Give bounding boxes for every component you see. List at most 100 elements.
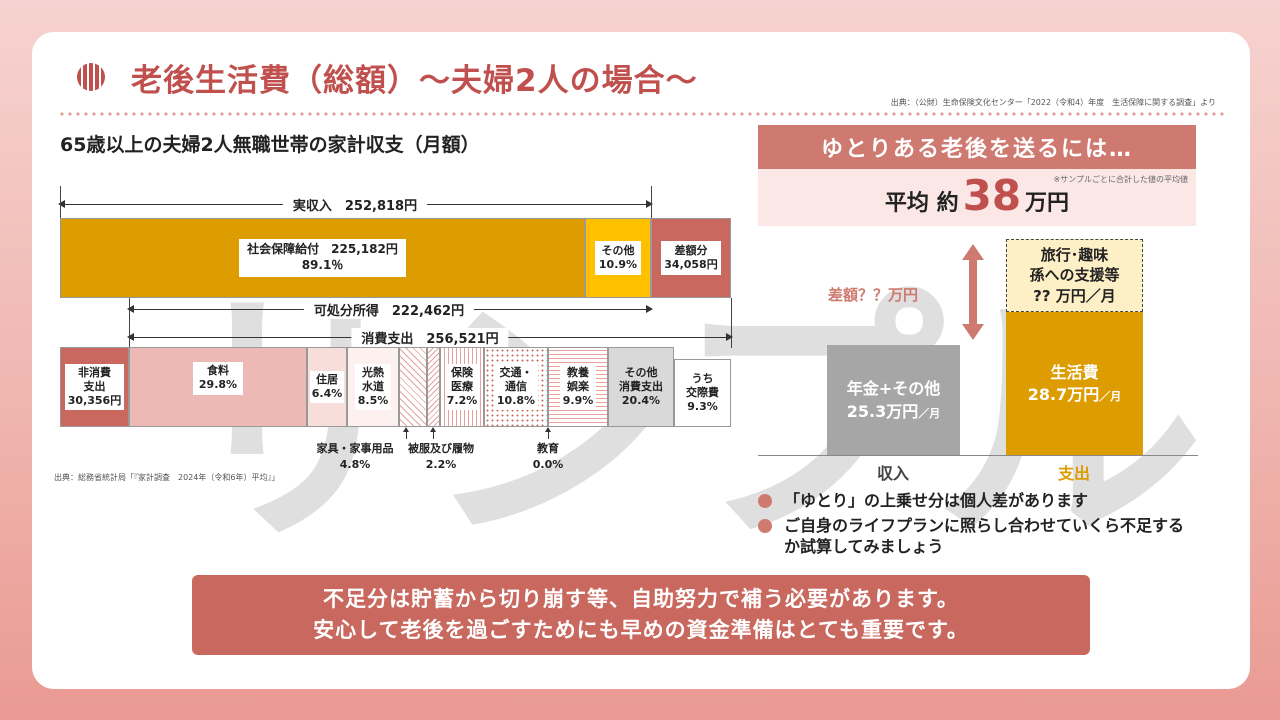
yutori-note: ※サンプルごとに合計した値の平均値 [1053,175,1188,184]
deficit-label: 差額分 34,058円 [661,240,721,276]
non-consumption-label: 非消費 支出 30,356円 [64,363,125,411]
transport-value: 10.8% [496,394,536,408]
travel-line3: ?? 万円／月 [1033,286,1116,305]
education-below-name: 教育 [536,442,559,455]
actual-income-label: 実収入 252,818円 [282,195,428,214]
clothing-cell [427,347,440,427]
non-consumption-cell: 非消費 支出 30,356円 [60,347,129,427]
utilities-value: 8.5% [357,394,389,408]
income-axis-label: 収入 [876,464,910,483]
yutori-prefix: 平均 約 [884,191,959,216]
gap-label: 差額？？万円 [828,286,919,304]
social-expense-value: 9.3% [687,400,718,414]
travel-line1: 旅行･趣味 [1040,246,1109,265]
leisure-label: 教養 娯楽 9.9% [559,363,597,411]
medical-name: 保険 医療 [450,365,473,393]
double-arrow-icon [962,244,984,340]
housing-value: 6.4% [311,387,343,400]
education-below-pct: 0.0% [532,457,564,471]
yutori-value: 平均 約38 万円 [758,171,1196,220]
title-row: 老後生活費（総額）～夫婦2人の場合～ [77,52,698,102]
travel-box: 旅行･趣味 孫への支援等 ?? 万円／月 [1006,239,1143,312]
housing-label: 住居 6.4% [309,370,345,404]
conclusion-banner: 不足分は貯蓄から切り崩す等、自助努力で補う必要があります。 安心して老後を過ごす… [192,575,1090,655]
furniture-cell [399,347,427,427]
clothing-below-name: 被服及び履物 [408,442,474,455]
chart-subtitle: 65歳以上の夫婦2人無職世帯の家計収支（月額） [60,134,480,156]
bullet-list: 「ゆとり」の上乗せ分は個人差があります ご自身のライフプランに照らし合わせていく… [758,490,1198,561]
bullet-text: ご自身のライフプランに照らし合わせていくら不足するか試算してみましょう [784,515,1185,557]
income-line1: 年金+その他 [846,379,941,399]
bullet-item: 「ゆとり」の上乗せ分は個人差があります [758,490,1198,512]
other-consumption-value: 20.4% [621,394,661,408]
utilities-cell: 光熱 水道 8.5% [347,347,399,427]
income-bar: 年金+その他 25.3万円／月 [827,345,960,456]
social-security-pct: 89.1％ [301,258,344,272]
food-value: 29.8% [198,378,238,392]
utilities-label: 光熱 水道 8.5% [354,363,392,411]
banner-line1: 不足分は貯蓄から切り崩す等、自助努力で補う必要があります。 [323,586,959,611]
utilities-name: 光熱 水道 [361,365,384,393]
bullet-dot-icon [758,518,772,533]
transport-name: 交通・ 通信 [499,365,533,393]
expense-line2: 28.7万円 [1027,385,1100,404]
non-consumption-name: 非消費 支出 [77,365,111,393]
clothing-below-label: 被服及び履物 2.2% [408,441,474,473]
furniture-below-name: 家具・家事用品 [316,442,394,455]
page-title: 老後生活費（総額）～夫婦2人の場合～ [131,62,698,99]
bullet-dot-icon [758,494,772,508]
bullet-text: 「ゆとり」の上乗せ分は個人差があります [784,491,1089,510]
expense-unit: ／月 [1099,390,1122,403]
consumption-guide [731,298,732,348]
bullet-item: ご自身のライフプランに照らし合わせていくら不足するか試算してみましょう [758,515,1198,558]
housing-cell: 住居 6.4% [307,347,347,427]
transport-cell: 交通・ 通信 10.8% [484,347,548,427]
non-consumption-value: 30,356円 [67,394,122,408]
medical-label: 保険 医療 7.2% [444,363,480,411]
banner-line2: 安心して老後を過ごすためにも早めの資金準備はとても重要です。 [313,618,969,642]
deficit-bar: 差額分 34,058円 [651,218,731,298]
other-consumption-name: その他 消費支出 [619,365,663,393]
clothing-below-pct: 2.2% [425,457,457,471]
food-cell: 食料 29.8% [129,347,307,427]
other-income-name: その他 [601,243,635,257]
consumption-label: 消費支出 256,521円 [351,328,509,347]
income-unit: ／月 [918,406,941,420]
social-expense-name: うち 交際費 [686,371,719,399]
housing-name: 住居 [315,372,338,386]
medical-value: 7.2% [446,394,478,408]
education-below-label: 教育 0.0% [533,441,564,473]
yutori-body: ※サンプルごとに合計した値の平均値 平均 約38 万円 [758,169,1196,226]
slide-card: 老後生活費（総額）～夫婦2人の場合～ 出典：（公財）生命保険文化センター「202… [32,32,1250,689]
dotted-divider [58,112,1224,116]
leisure-cell: 教養 娯楽 9.9% [548,347,608,427]
social-security-bar: 社会保障給付 225,182円 89.1％ [60,218,585,298]
disposable-guide [129,298,130,348]
leisure-value: 9.9% [562,394,594,408]
furniture-pointer [403,427,409,439]
clothing-pointer [430,427,436,439]
yutori-heading: ゆとりある老後を送るには… [758,125,1196,169]
other-income-label: その他 10.9% [594,240,642,276]
deficit-name: 差額分 [674,243,708,257]
expense-bar: 生活費 28.7万円／月 [1006,312,1143,456]
medical-cell: 保険 医療 7.2% [440,347,484,427]
deficit-value: 34,058円 [664,258,718,271]
yutori-number: 38 [962,171,1022,220]
social-security-label: 社会保障給付 225,182円 89.1％ [239,239,406,277]
food-label: 食料 29.8% [192,362,244,395]
social-expense-label: うち 交際費 9.3% [686,372,719,415]
leisure-name: 教養 娯楽 [566,365,589,393]
other-consumption-cell: その他 消費支出 20.4% [608,347,674,427]
transport-label: 交通・ 通信 10.8% [493,363,539,411]
social-expense-cell: うち 交際費 9.3% [674,359,731,427]
food-name: 食料 [206,364,229,377]
education-pointer [545,427,551,439]
yutori-unit: 万円 [1025,191,1070,216]
other-income-pct: 10.9% [598,258,638,271]
social-security-amount: 社会保障給付 225,182円 [247,242,398,257]
expense-line1: 生活費 [1050,362,1099,382]
furniture-below-label: 家具・家事用品 4.8% [317,441,394,473]
source-top: 出典：（公財）生命保険文化センター「2022（令和4）年度 生活保障に関する調査… [890,98,1216,107]
travel-line2: 孫への支援等 [1029,266,1120,285]
